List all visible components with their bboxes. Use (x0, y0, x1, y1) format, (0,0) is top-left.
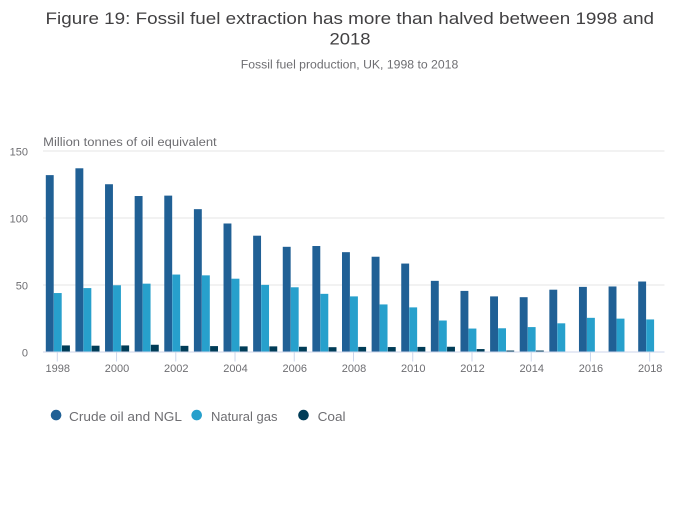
svg-text:Crude oil and NGL: Crude oil and NGL (69, 409, 182, 424)
svg-text:Fossil fuel production, UK, 19: Fossil fuel production, UK, 1998 to 2018 (241, 60, 459, 72)
svg-text:Million tonnes of oil equivale: Million tonnes of oil equivalent (43, 137, 217, 149)
svg-text:50: 50 (16, 280, 28, 292)
svg-text:2006: 2006 (283, 363, 307, 375)
svg-text:0: 0 (22, 347, 28, 359)
svg-text:1998: 1998 (46, 363, 70, 375)
svg-text:2016: 2016 (579, 363, 603, 375)
svg-text:2004: 2004 (223, 363, 247, 375)
svg-text:2012: 2012 (460, 363, 484, 375)
svg-text:100: 100 (10, 213, 28, 225)
svg-text:2018: 2018 (638, 363, 662, 375)
svg-text:2010: 2010 (401, 363, 425, 375)
svg-text:2002: 2002 (164, 363, 188, 375)
svg-text:2018: 2018 (330, 30, 371, 49)
svg-text:Figure 19: Fossil fuel extract: Figure 19: Fossil fuel extraction has mo… (46, 9, 654, 28)
svg-text:Natural gas: Natural gas (211, 409, 278, 424)
svg-text:150: 150 (10, 146, 28, 158)
svg-text:2014: 2014 (519, 363, 543, 375)
svg-text:2008: 2008 (342, 363, 366, 375)
svg-text:2000: 2000 (105, 363, 129, 375)
svg-text:Coal: Coal (318, 409, 346, 424)
